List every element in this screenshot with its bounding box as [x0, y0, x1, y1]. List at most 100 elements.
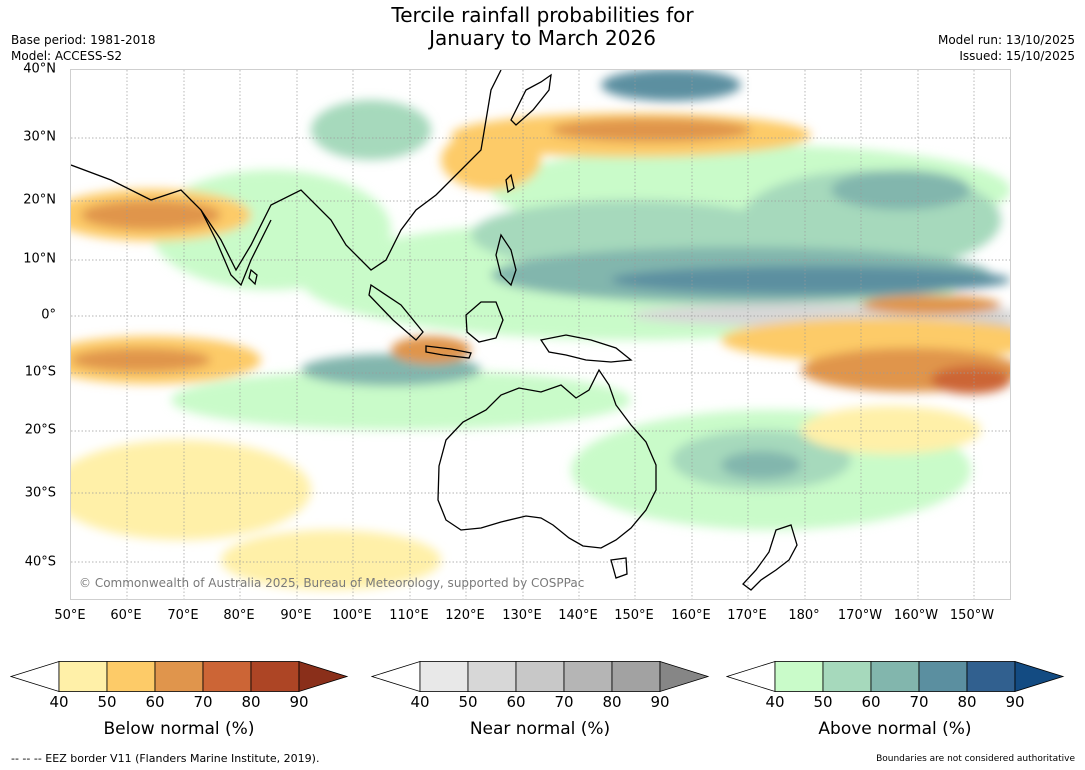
- colorbar-above-segment: [822, 661, 872, 692]
- map-canvas: [71, 70, 1010, 599]
- run-info: Model run: 13/10/2025 Issued: 15/10/2025: [938, 32, 1075, 64]
- colorbar-above-tick: 40: [765, 693, 785, 711]
- tasmania-coast: [610, 557, 628, 579]
- model-name: Model: ACCESS-S2: [11, 49, 123, 63]
- lon-label-60e: 60°E: [110, 608, 142, 623]
- model-run-date: Model run: 13/10/2025: [937, 33, 1075, 47]
- model-info: Base period: 1981-2018 Model: ACCESS-S2: [11, 32, 156, 64]
- colorbar-above-tick: 70: [909, 693, 929, 711]
- lon-label-140e: 140°E: [558, 608, 598, 623]
- base-period: Base period: 1981-2018: [11, 33, 156, 47]
- boundaries-disclaimer: Boundaries are not considered authoritat…: [876, 754, 1075, 764]
- colorbar-near-upper-extension: [659, 660, 710, 693]
- colorbar-below-segment: [58, 661, 108, 692]
- colorbar-near-segment: [611, 661, 661, 692]
- map-copyright: © Commonwealth of Australia 2025, Bureau…: [79, 576, 585, 590]
- colorbar-near-tick: 50: [458, 693, 478, 711]
- lon-label-50e: 50°E: [54, 608, 86, 623]
- lat-label-equator: 0°: [41, 307, 56, 323]
- lon-label-130e: 130°E: [502, 608, 542, 623]
- lon-label-150e: 150°E: [614, 608, 654, 623]
- java-coast: [425, 345, 472, 359]
- colorbar-above-tick: 80: [957, 693, 977, 711]
- colorbar-near-segment: [419, 661, 469, 692]
- colorbar-near-segment: [515, 661, 565, 692]
- lat-label-40s: 40°S: [24, 554, 56, 570]
- lon-label-150w: 150°W: [949, 608, 995, 623]
- issued-date: Issued: 15/10/2025: [959, 49, 1075, 63]
- philippines-coast: [495, 233, 517, 287]
- lon-label-100e: 100°E: [332, 608, 372, 623]
- colorbar-above-normal: [726, 660, 1065, 693]
- new-zealand-coast: [742, 524, 798, 591]
- colorbar-near-segment: [467, 661, 517, 692]
- lon-label-170w: 170°W: [837, 608, 883, 623]
- australia-coast: [437, 368, 657, 549]
- colorbar-below-tick: 70: [193, 693, 213, 711]
- graticule: [71, 70, 1010, 599]
- lon-label-80e: 80°E: [223, 608, 255, 623]
- colorbar-below-label: Below normal (%): [103, 719, 255, 739]
- colorbar-above-segment: [966, 661, 1016, 692]
- taiwan-coast: [505, 173, 515, 194]
- lat-label-30n: 30°N: [23, 129, 56, 145]
- colorbar-near-tick: 70: [554, 693, 574, 711]
- lon-label-90e: 90°E: [280, 608, 312, 623]
- colorbar-below-lower-extension: [10, 660, 60, 693]
- map-title-line-2: January to March 2026: [429, 26, 656, 50]
- lon-label-70e: 70°E: [167, 608, 199, 623]
- colorbar-below-upper-extension: [298, 660, 349, 693]
- colorbar-near-normal: [371, 660, 710, 693]
- eez-border-note: -- -- -- EEZ border V11 (Flanders Marine…: [11, 752, 320, 765]
- colorbar-above-lower-extension: [726, 660, 776, 693]
- colorbar-near-label: Near normal (%): [469, 719, 611, 739]
- colorbar-above-segment: [870, 661, 920, 692]
- colorbar-below-segment: [154, 661, 204, 692]
- india-coast: [200, 209, 272, 287]
- colorbar-below-segment: [250, 661, 300, 692]
- lon-label-170e: 170°E: [727, 608, 767, 623]
- borneo-coast: [465, 301, 504, 343]
- colorbar-below-segment: [106, 661, 156, 692]
- colorbar-below-tick: 90: [289, 693, 309, 711]
- colorbar-above-tick: 90: [1005, 693, 1025, 711]
- colorbar-near-tick: 90: [650, 693, 670, 711]
- lat-label-20n: 20°N: [23, 192, 56, 208]
- colorbar-near-tick: 60: [506, 693, 526, 711]
- coastlines: [71, 70, 798, 591]
- colorbar-near-segment: [563, 661, 613, 692]
- colorbar-above-tick: 60: [861, 693, 881, 711]
- lat-label-10n: 10°N: [23, 251, 56, 267]
- colorbar-near-tick: 80: [602, 693, 622, 711]
- japan-coast: [510, 73, 552, 126]
- lon-label-160w: 160°W: [893, 608, 939, 623]
- map-title-line-1: Tercile rainfall probabilities for: [391, 3, 694, 27]
- map-title: Tercile rainfall probabilities for Janua…: [0, 4, 1085, 50]
- sumatra-coast: [368, 283, 424, 341]
- probability-map: © Commonwealth of Australia 2025, Bureau…: [70, 69, 1011, 600]
- colorbar-near-tick: 40: [410, 693, 430, 711]
- sri-lanka-coast: [248, 268, 258, 286]
- lat-label-40n: 40°N: [23, 61, 56, 77]
- asia-coast: [71, 70, 502, 272]
- colorbar-below-tick: 60: [145, 693, 165, 711]
- colorbar-above-upper-extension: [1014, 660, 1065, 693]
- colorbar-below-tick: 40: [49, 693, 69, 711]
- colorbar-above-tick: 50: [813, 693, 833, 711]
- colorbar-below-tick: 50: [97, 693, 117, 711]
- colorbar-near-lower-extension: [371, 660, 421, 693]
- colorbar-below-segment: [202, 661, 252, 692]
- colorbar-above-segment: [774, 661, 824, 692]
- colorbar-above-segment: [918, 661, 968, 692]
- lon-label-180: 180°: [788, 608, 820, 623]
- colorbar-below-normal: [10, 660, 349, 693]
- lat-label-10s: 10°S: [24, 364, 56, 380]
- colorbar-above-label: Above normal (%): [818, 719, 972, 739]
- new-guinea-coast: [539, 334, 633, 363]
- lat-label-20s: 20°S: [24, 422, 56, 438]
- lon-label-160e: 160°E: [671, 608, 711, 623]
- lat-label-30s: 30°S: [24, 485, 56, 501]
- lon-label-110e: 110°E: [389, 608, 429, 623]
- lon-label-120e: 120°E: [445, 608, 485, 623]
- colorbar-below-tick: 80: [241, 693, 261, 711]
